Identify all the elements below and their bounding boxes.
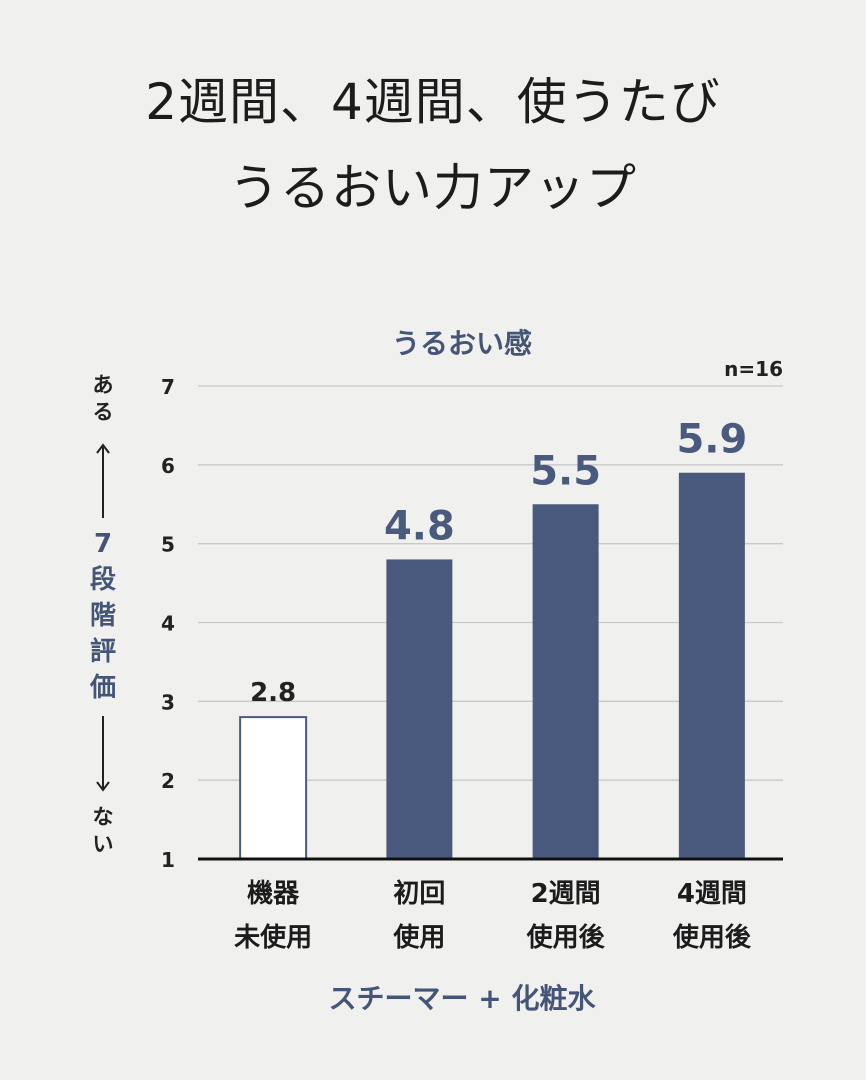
category-label: 使用後 <box>672 922 752 953</box>
y-tick-label: 5 <box>161 533 175 557</box>
y-axis-label: ある 7 段階評価 ない <box>89 373 116 856</box>
category-label: 2週間 <box>531 879 601 909</box>
arrow-up-icon <box>96 443 110 454</box>
y-axis-label-top: ある <box>93 373 114 424</box>
category-label: 機器 <box>247 879 300 909</box>
y-tick-labels: 1 2 3 4 5 6 7 <box>161 375 175 872</box>
bar-value-label: 4.8 <box>384 503 455 549</box>
category-label: 初回 <box>393 879 445 909</box>
chart-title: うるおい感 <box>392 327 532 360</box>
y-tick-label: 6 <box>161 454 175 478</box>
arrow-down-icon <box>96 781 110 792</box>
y-axis-label-middle: 7 段階評価 <box>89 529 116 703</box>
y-tick-label: 3 <box>161 690 175 714</box>
category-label: 使用 <box>392 923 445 953</box>
bar <box>532 504 599 859</box>
bar <box>678 472 745 859</box>
y-tick-label: 2 <box>161 769 175 793</box>
bar-value-label: 5.5 <box>530 448 601 494</box>
bar-value-label: 2.8 <box>250 678 296 708</box>
y-tick-label: 4 <box>161 612 175 636</box>
y-tick-label: 1 <box>161 848 175 872</box>
bar <box>239 716 308 860</box>
bar <box>386 559 453 859</box>
category-label: 4週間 <box>677 879 747 909</box>
x-axis-label: スチーマー + 化粧水 <box>329 982 597 1015</box>
category-label: 未使用 <box>234 923 312 953</box>
y-axis-label-bottom: ない <box>93 805 114 856</box>
bars <box>239 472 745 860</box>
sample-size-note: n=16 <box>724 357 783 381</box>
headline-line-2: うるおい力アップ <box>229 159 637 217</box>
bar-value-label: 5.9 <box>676 417 747 463</box>
bar-value-labels: 2.8 4.8 5.5 5.9 <box>250 417 747 708</box>
y-tick-label: 7 <box>161 375 175 399</box>
category-label: 使用後 <box>526 922 606 953</box>
headline-line-1: 2週間、4週間、使うたび <box>145 73 721 131</box>
